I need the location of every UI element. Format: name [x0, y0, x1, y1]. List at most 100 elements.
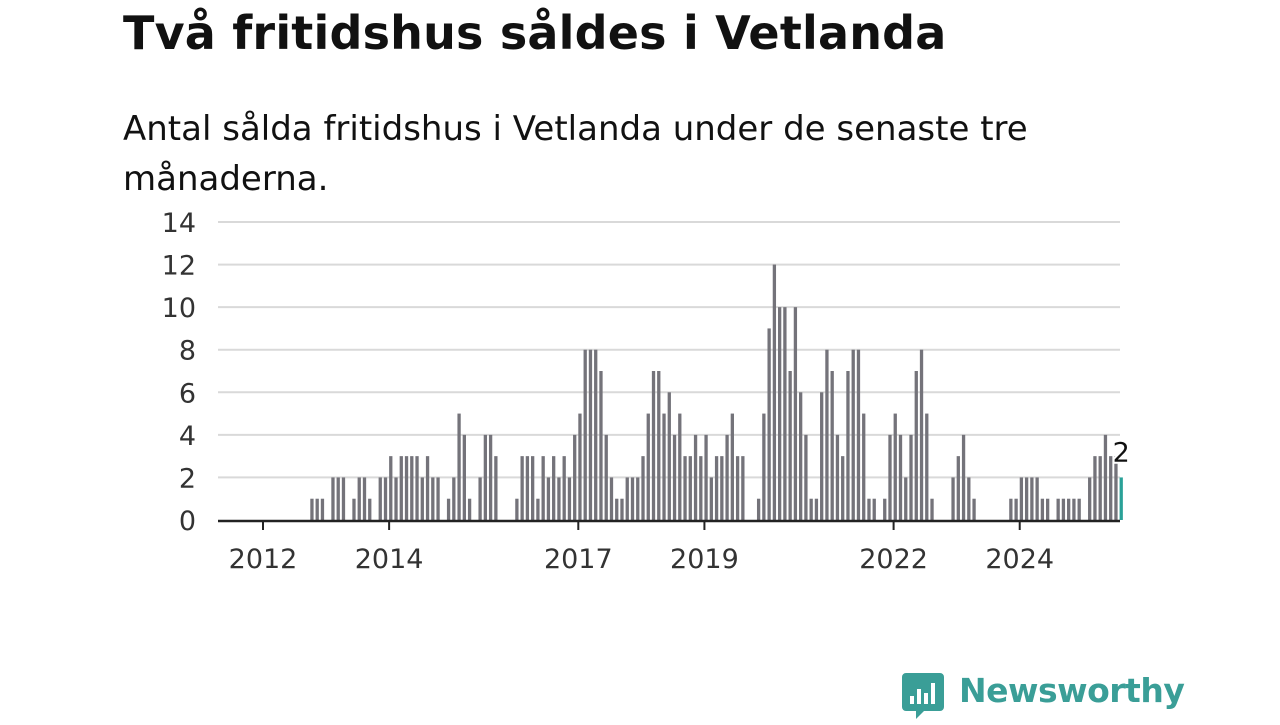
- bar: [914, 371, 918, 520]
- bar: [609, 477, 614, 520]
- bar: [1077, 498, 1081, 520]
- bar: [336, 477, 340, 520]
- bar: [888, 434, 892, 520]
- bar: [415, 456, 419, 520]
- bar: [657, 371, 661, 520]
- y-axis-ticks: 0 2 4 6 8 10 12 14: [162, 208, 196, 537]
- bar: [425, 456, 430, 520]
- bar: [457, 413, 461, 520]
- bar: [604, 434, 608, 520]
- bar: [835, 434, 840, 520]
- bar: [625, 477, 629, 520]
- bar: [767, 328, 771, 520]
- x-tick-label: 2014: [355, 544, 424, 575]
- bar: [567, 477, 572, 520]
- bar: [357, 477, 361, 520]
- bars: [310, 264, 1123, 520]
- newsworthy-logo: Newsworthy: [902, 671, 1185, 721]
- bar: [557, 477, 561, 520]
- bar: [799, 392, 803, 520]
- bar: [735, 456, 740, 520]
- bar: [741, 456, 745, 520]
- bar: [1103, 434, 1108, 520]
- bar: [662, 413, 666, 520]
- bar: [1014, 498, 1018, 520]
- bar: [368, 498, 372, 520]
- bar: [599, 371, 603, 520]
- bar: [1098, 456, 1102, 520]
- bar: [783, 307, 787, 520]
- y-tick-label: 10: [162, 293, 196, 324]
- bar: [531, 456, 535, 520]
- bar: [483, 434, 488, 520]
- y-tick-label: 2: [179, 463, 196, 494]
- bar: [909, 434, 913, 520]
- bar: [641, 456, 645, 520]
- y-tick-label: 12: [162, 251, 196, 282]
- bar: [636, 477, 640, 520]
- y-tick-label: 4: [179, 421, 196, 452]
- bar: [536, 498, 540, 520]
- bar: [320, 498, 325, 520]
- bar: [467, 498, 472, 520]
- bar: [720, 456, 724, 520]
- bar: [520, 456, 524, 520]
- x-tick-label: 2024: [985, 544, 1054, 575]
- bar: [646, 413, 650, 520]
- bar: [620, 498, 624, 520]
- bar: [930, 498, 934, 520]
- bar: [410, 456, 414, 520]
- bar: [762, 413, 766, 520]
- bar: [651, 371, 656, 520]
- bar: [967, 477, 971, 520]
- bar: [630, 477, 635, 520]
- bar: [1040, 498, 1045, 520]
- bar: [1109, 456, 1113, 520]
- bar: [389, 456, 393, 520]
- bar: [362, 477, 367, 520]
- bar: [583, 349, 587, 520]
- bar: [830, 371, 834, 520]
- brand-name: Newsworthy: [959, 671, 1185, 710]
- y-tick-label: 0: [179, 506, 196, 537]
- bar: [1024, 477, 1029, 520]
- latest-value-label: 2: [1113, 437, 1130, 468]
- y-tick-label: 8: [179, 336, 196, 367]
- bar: [1093, 456, 1097, 520]
- bar: [730, 413, 734, 520]
- x-tick-label: 2022: [859, 544, 928, 575]
- bar: [693, 434, 698, 520]
- bar: [956, 456, 960, 520]
- x-axis-ticks: 2012 2014 2017 2019 2022 2024: [229, 521, 1054, 575]
- bar: [1019, 477, 1024, 520]
- bar: [394, 477, 398, 520]
- bar: [436, 477, 440, 520]
- bar: [893, 413, 897, 520]
- x-tick-label: 2012: [229, 544, 298, 575]
- bar: [573, 434, 577, 520]
- bar-latest: [1119, 477, 1123, 520]
- bar: [404, 456, 409, 520]
- bar: [552, 456, 556, 520]
- x-tick-label: 2017: [544, 544, 613, 575]
- bar: [925, 413, 929, 520]
- x-tick-label: 2019: [670, 544, 739, 575]
- bar: [678, 413, 682, 520]
- chart-subtitle: Antal sålda fritidshus i Vetlanda under …: [123, 109, 1028, 199]
- bar: [541, 456, 545, 520]
- bar: [904, 477, 908, 520]
- bar: [883, 498, 887, 520]
- bar: [478, 477, 482, 520]
- bar: [772, 264, 777, 520]
- bar: [699, 456, 703, 520]
- y-tick-label: 6: [179, 378, 196, 409]
- bar: [615, 498, 619, 520]
- bar: [1072, 498, 1076, 520]
- bar: [841, 456, 845, 520]
- bar: [588, 349, 593, 520]
- bar: [972, 498, 976, 520]
- bar: [856, 349, 861, 520]
- bar: [399, 456, 403, 520]
- bar: [1056, 498, 1060, 520]
